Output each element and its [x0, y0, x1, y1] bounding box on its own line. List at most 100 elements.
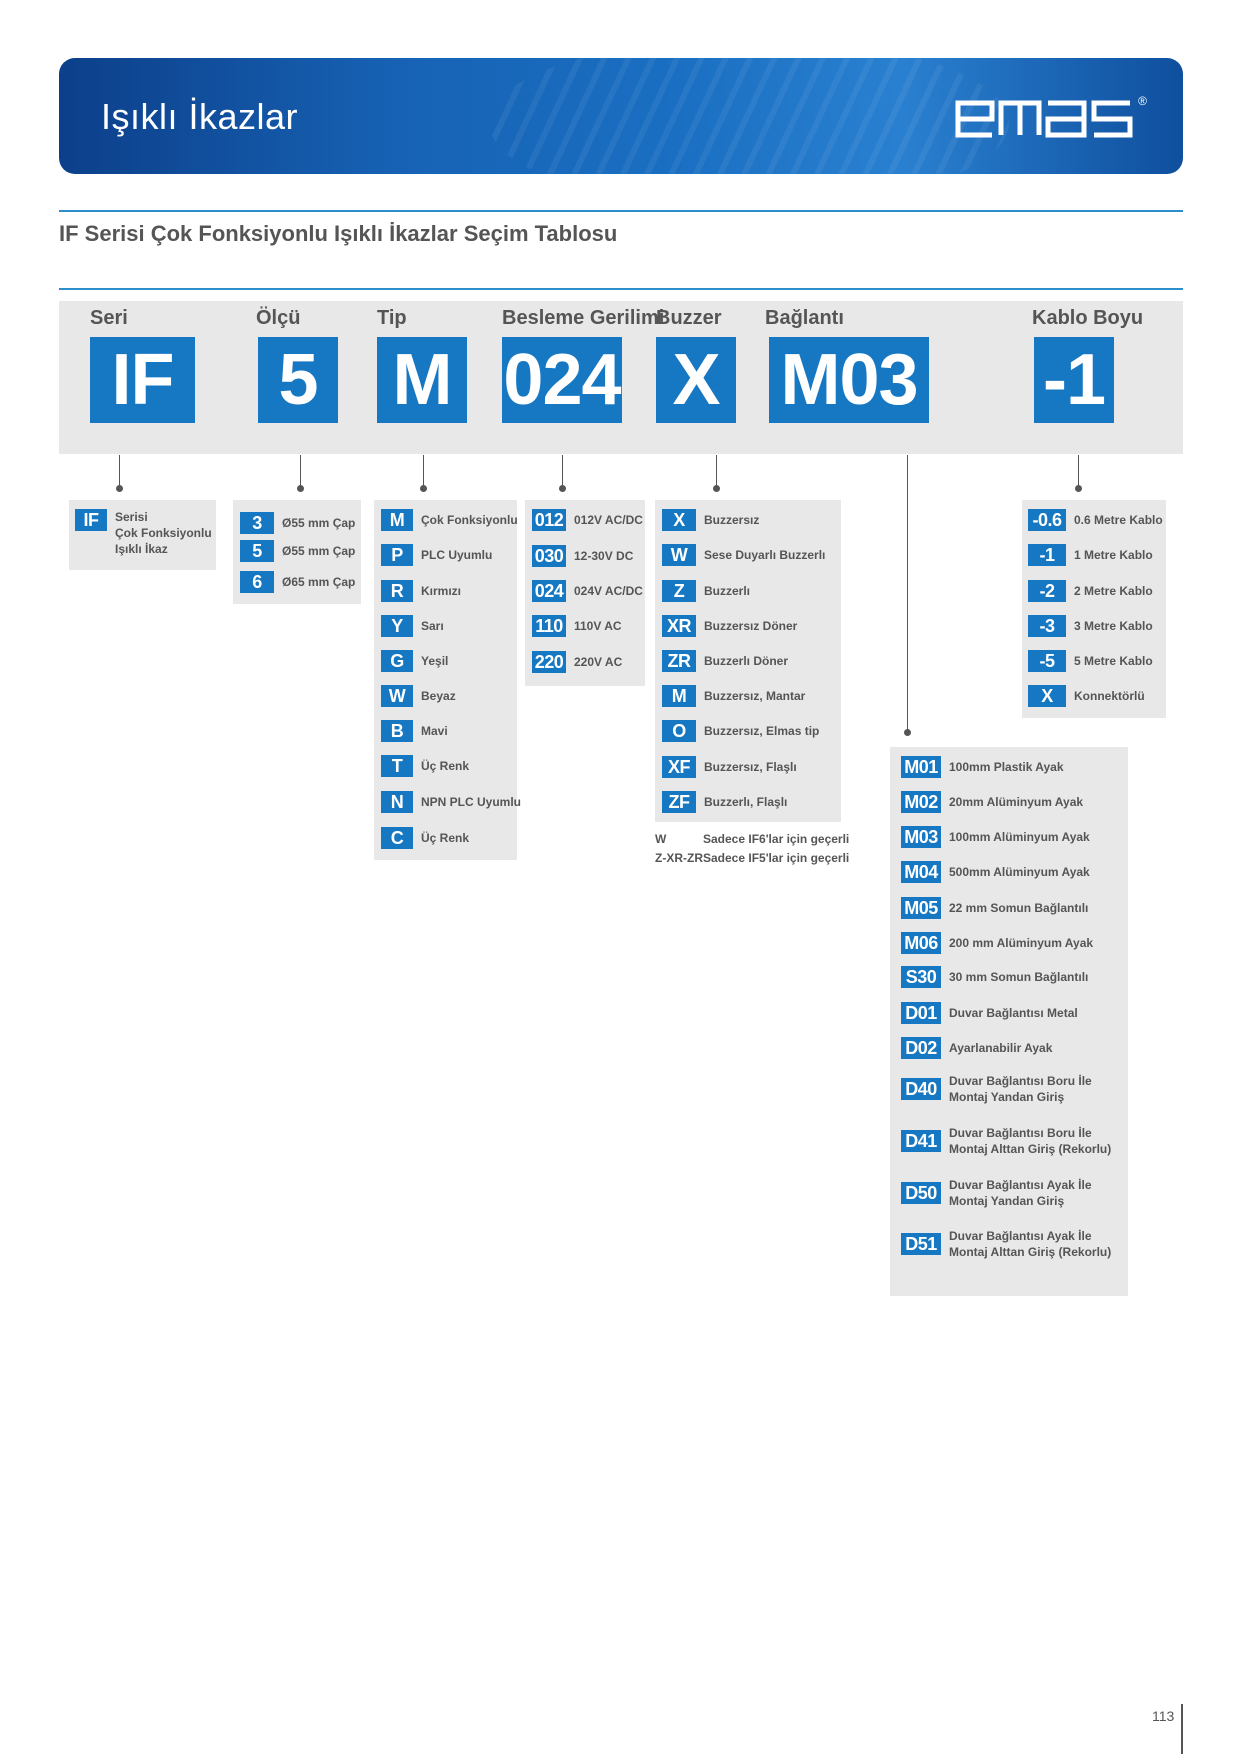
header-baglanti: Bağlantı — [765, 307, 844, 329]
panel-kablo: -0.6 0.6 Metre Kablo -1 1 Metre Kablo -2 2 … — [1022, 500, 1166, 718]
option-label: 22 mm Somun Bağlantılı — [949, 901, 1089, 915]
option-label: Sarı — [421, 619, 444, 633]
code-box-olcu: 5 — [258, 337, 338, 423]
option-label: 200 mm Alüminyum Ayak — [949, 936, 1094, 950]
option-code: D02 — [901, 1037, 941, 1059]
option-label: Buzzersız, Mantar — [704, 689, 806, 703]
option-label: 2 Metre Kablo — [1074, 584, 1153, 598]
code-box-kablo: -1 — [1034, 337, 1114, 423]
option-code: M03 — [901, 826, 941, 848]
option-label: Buzzersız Döner — [704, 619, 798, 633]
header-olcu: Ölçü — [256, 307, 301, 329]
list-item: -3 3 Metre Kablo — [1028, 615, 1153, 637]
option-code: W — [381, 685, 413, 707]
emas-logo-icon — [955, 100, 1133, 138]
connector-line — [562, 455, 563, 488]
option-code: M — [662, 685, 696, 707]
list-item: 012 012V AC/DC — [532, 509, 643, 531]
connector-line — [300, 455, 301, 488]
option-code: 3 — [240, 512, 274, 534]
option-code: D40 — [901, 1078, 941, 1100]
option-code: D01 — [901, 1002, 941, 1024]
option-code: Y — [381, 615, 413, 637]
list-item: Y Sarı — [381, 615, 444, 637]
list-item: 3 Ø55 mm Çap — [240, 512, 355, 534]
panel-besleme: 012 012V AC/DC 030 12-30V DC 024 024V AC/DC… — [525, 500, 645, 686]
option-label: 30 mm Somun Bağlantılı — [949, 970, 1089, 984]
list-item: XR Buzzersız Döner — [662, 615, 797, 637]
option-label: Ø65 mm Çap — [282, 575, 356, 589]
option-label: Duvar Bağlantısı Metal — [949, 1006, 1078, 1020]
panel-olcu: 3 Ø55 mm Çap 5 Ø55 mm Çap 6 Ø65 mm Çap — [233, 500, 361, 604]
list-item: IF Serisi Çok Fonksiyonlu Işıklı İkaz — [75, 509, 212, 557]
list-item: M Buzzersız, Mantar — [662, 685, 805, 707]
option-label: Duvar Bağlantısı Boru İle Montaj Alttan … — [949, 1126, 1112, 1156]
connector-dot — [559, 485, 566, 492]
list-item: 220 220V AC — [532, 651, 622, 673]
divider-top — [59, 210, 1183, 212]
header-tip: Tip — [377, 307, 407, 329]
connector-dot — [116, 485, 123, 492]
option-code: 5 — [240, 540, 274, 562]
list-item: 6 Ø65 mm Çap — [240, 571, 355, 593]
header-buzzer: Buzzer — [656, 307, 722, 329]
option-code: O — [662, 720, 696, 742]
option-label: 012V AC/DC — [574, 513, 643, 527]
option-code: -3 — [1028, 615, 1066, 637]
connector-line — [1078, 455, 1079, 488]
code-box-seri: IF — [90, 337, 195, 423]
list-item: -2 2 Metre Kablo — [1028, 580, 1153, 602]
option-code: 012 — [532, 509, 566, 531]
option-code: M — [381, 509, 413, 531]
list-item: D41 Duvar Bağlantısı Boru İle Montaj Altt… — [901, 1125, 1111, 1157]
list-item: D51 Duvar Bağlantısı Ayak İle Montaj Altt… — [901, 1228, 1111, 1260]
list-item: M02 20mm Alüminyum Ayak — [901, 791, 1083, 813]
option-code: ZR — [662, 650, 696, 672]
connector-line — [716, 455, 717, 488]
option-code: S30 — [901, 966, 941, 988]
option-code: B — [381, 720, 413, 742]
list-item: P PLC Uyumlu — [381, 544, 492, 566]
note-text: Sadece IF6'lar için geçerli — [703, 832, 850, 846]
note-key: W — [655, 832, 667, 846]
page-number: 113 — [1152, 1708, 1175, 1724]
option-label: 024V AC/DC — [574, 584, 643, 598]
list-item: D50 Duvar Bağlantısı Ayak İle Montaj Yand… — [901, 1177, 1092, 1209]
list-item: M01 100mm Plastik Ayak — [901, 756, 1064, 778]
option-code: X — [1028, 685, 1066, 707]
list-item: M06 200 mm Alüminyum Ayak — [901, 932, 1093, 954]
list-item: Z Buzzerlı — [662, 580, 750, 602]
list-item: -1 1 Metre Kablo — [1028, 544, 1153, 566]
option-code: G — [381, 650, 413, 672]
connector-line — [907, 455, 908, 732]
page-number-bar — [1181, 1704, 1183, 1754]
option-code: M01 — [901, 756, 941, 778]
option-code: M04 — [901, 861, 941, 883]
list-item: W Beyaz — [381, 685, 456, 707]
list-item: M05 22 mm Somun Bağlantılı — [901, 897, 1088, 919]
list-item: S30 30 mm Somun Bağlantılı — [901, 966, 1088, 988]
list-item: XF Buzzersız, Flaşlı — [662, 756, 797, 778]
option-code: P — [381, 544, 413, 566]
code-box-buzzer: X — [656, 337, 736, 423]
connector-dot — [904, 729, 911, 736]
option-label: Beyaz — [421, 689, 456, 703]
list-item: X Konnektörlü — [1028, 685, 1145, 707]
option-label: 1 Metre Kablo — [1074, 548, 1153, 562]
option-code: 024 — [532, 580, 566, 602]
connector-dot — [297, 485, 304, 492]
option-label: Ø55 mm Çap — [282, 544, 356, 558]
option-code: 110 — [532, 615, 566, 637]
list-item: ZF Buzzerlı, Flaşlı — [662, 791, 787, 813]
list-item: B Mavi — [381, 720, 448, 742]
note-text: Sadece IF5'lar için geçerli — [703, 851, 850, 865]
connector-dot — [713, 485, 720, 492]
option-code: X — [662, 509, 696, 531]
list-item: R Kırmızı — [381, 580, 461, 602]
list-item: T Üç Renk — [381, 755, 469, 777]
option-label: 100mm Alüminyum Ayak — [949, 830, 1090, 844]
option-code: 220 — [532, 651, 566, 673]
option-label: Ø55 mm Çap — [282, 516, 356, 530]
note-key: Z-XR-ZR — [655, 851, 703, 865]
option-code: D41 — [901, 1130, 941, 1152]
